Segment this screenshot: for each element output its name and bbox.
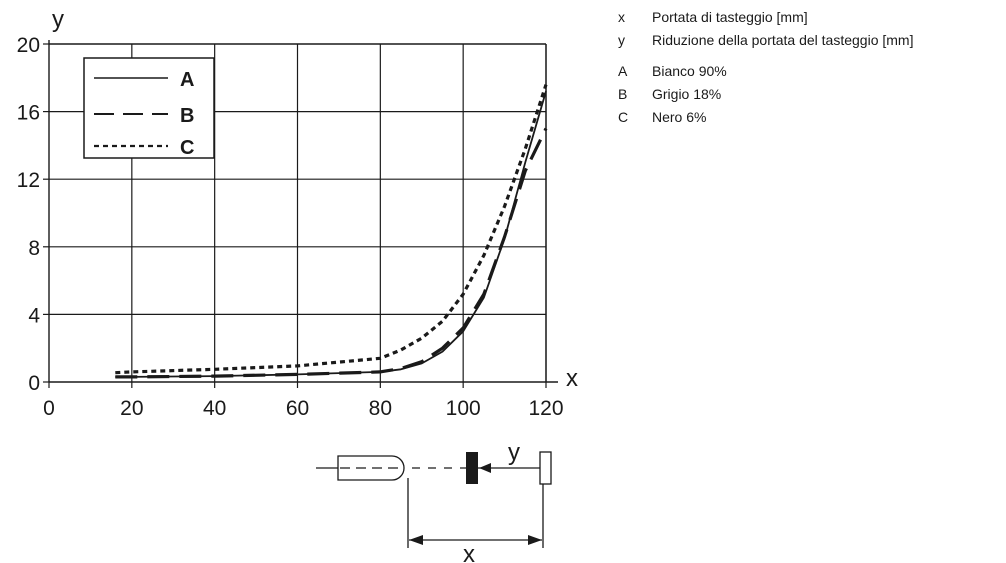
key-panel: x Portata di tasteggio [mm] y Riduzione …	[618, 6, 913, 129]
x-tick-label: 100	[446, 397, 481, 420]
y-tick-label: 12	[17, 169, 40, 192]
legend-frame	[83, 57, 215, 159]
x-tick-label: 20	[120, 397, 143, 420]
key-row-a: A Bianco 90%	[618, 60, 913, 83]
dimension-arrow-right	[528, 535, 542, 545]
diagram-y-label: y	[508, 439, 520, 466]
sensing-diagram: y x	[316, 439, 552, 563]
y-axis-title: y	[52, 6, 64, 33]
legend-label-b: B	[180, 105, 194, 127]
key-symbol: B	[618, 86, 628, 102]
series-lines	[115, 84, 548, 379]
grid	[43, 40, 558, 388]
key-text: Riduzione della portata del tasteggio [m…	[652, 32, 914, 48]
x-tick-label: 120	[528, 397, 563, 420]
key-row-c: C Nero 6%	[618, 106, 913, 129]
series-line-c	[115, 84, 548, 375]
key-symbol: C	[618, 109, 629, 125]
key-row-x: x Portata di tasteggio [mm]	[618, 6, 913, 29]
white-target	[539, 451, 552, 485]
x-tick-label: 40	[203, 397, 226, 420]
series-line-b	[115, 127, 548, 379]
dimension-arrow-left	[409, 535, 423, 545]
key-symbol: x	[618, 9, 625, 25]
key-symbol: A	[618, 63, 628, 79]
legend-label-a: A	[180, 69, 194, 91]
x-tick-label: 60	[286, 397, 309, 420]
black-target	[466, 452, 478, 484]
diagram-x-label: x	[463, 541, 475, 563]
y-tick-label: 16	[17, 102, 40, 125]
legend: A B C	[83, 57, 215, 159]
sensor-body	[337, 455, 405, 481]
y-tick-label: 4	[28, 304, 40, 327]
key-text: Bianco 90%	[652, 63, 727, 79]
tick-labels: 0 20 40 60 80 100 120 0 4 8 12 16 20	[17, 34, 564, 420]
reduction-arrow-head	[479, 463, 491, 473]
x-tick-label: 0	[43, 397, 55, 420]
key-row-y: y Riduzione della portata del tasteggio …	[618, 29, 913, 52]
legend-label-c: C	[180, 137, 194, 159]
key-text: Grigio 18%	[652, 86, 722, 102]
y-tick-label: 20	[17, 34, 40, 57]
x-axis-title: x	[566, 365, 578, 392]
key-text: Portata di tasteggio [mm]	[652, 9, 808, 25]
key-text: Nero 6%	[652, 109, 707, 125]
y-tick-label: 8	[28, 237, 40, 260]
key-row-b: B Grigio 18%	[618, 83, 913, 106]
y-tick-label: 0	[28, 372, 40, 395]
key-symbol: y	[618, 32, 625, 48]
x-tick-label: 80	[369, 397, 392, 420]
